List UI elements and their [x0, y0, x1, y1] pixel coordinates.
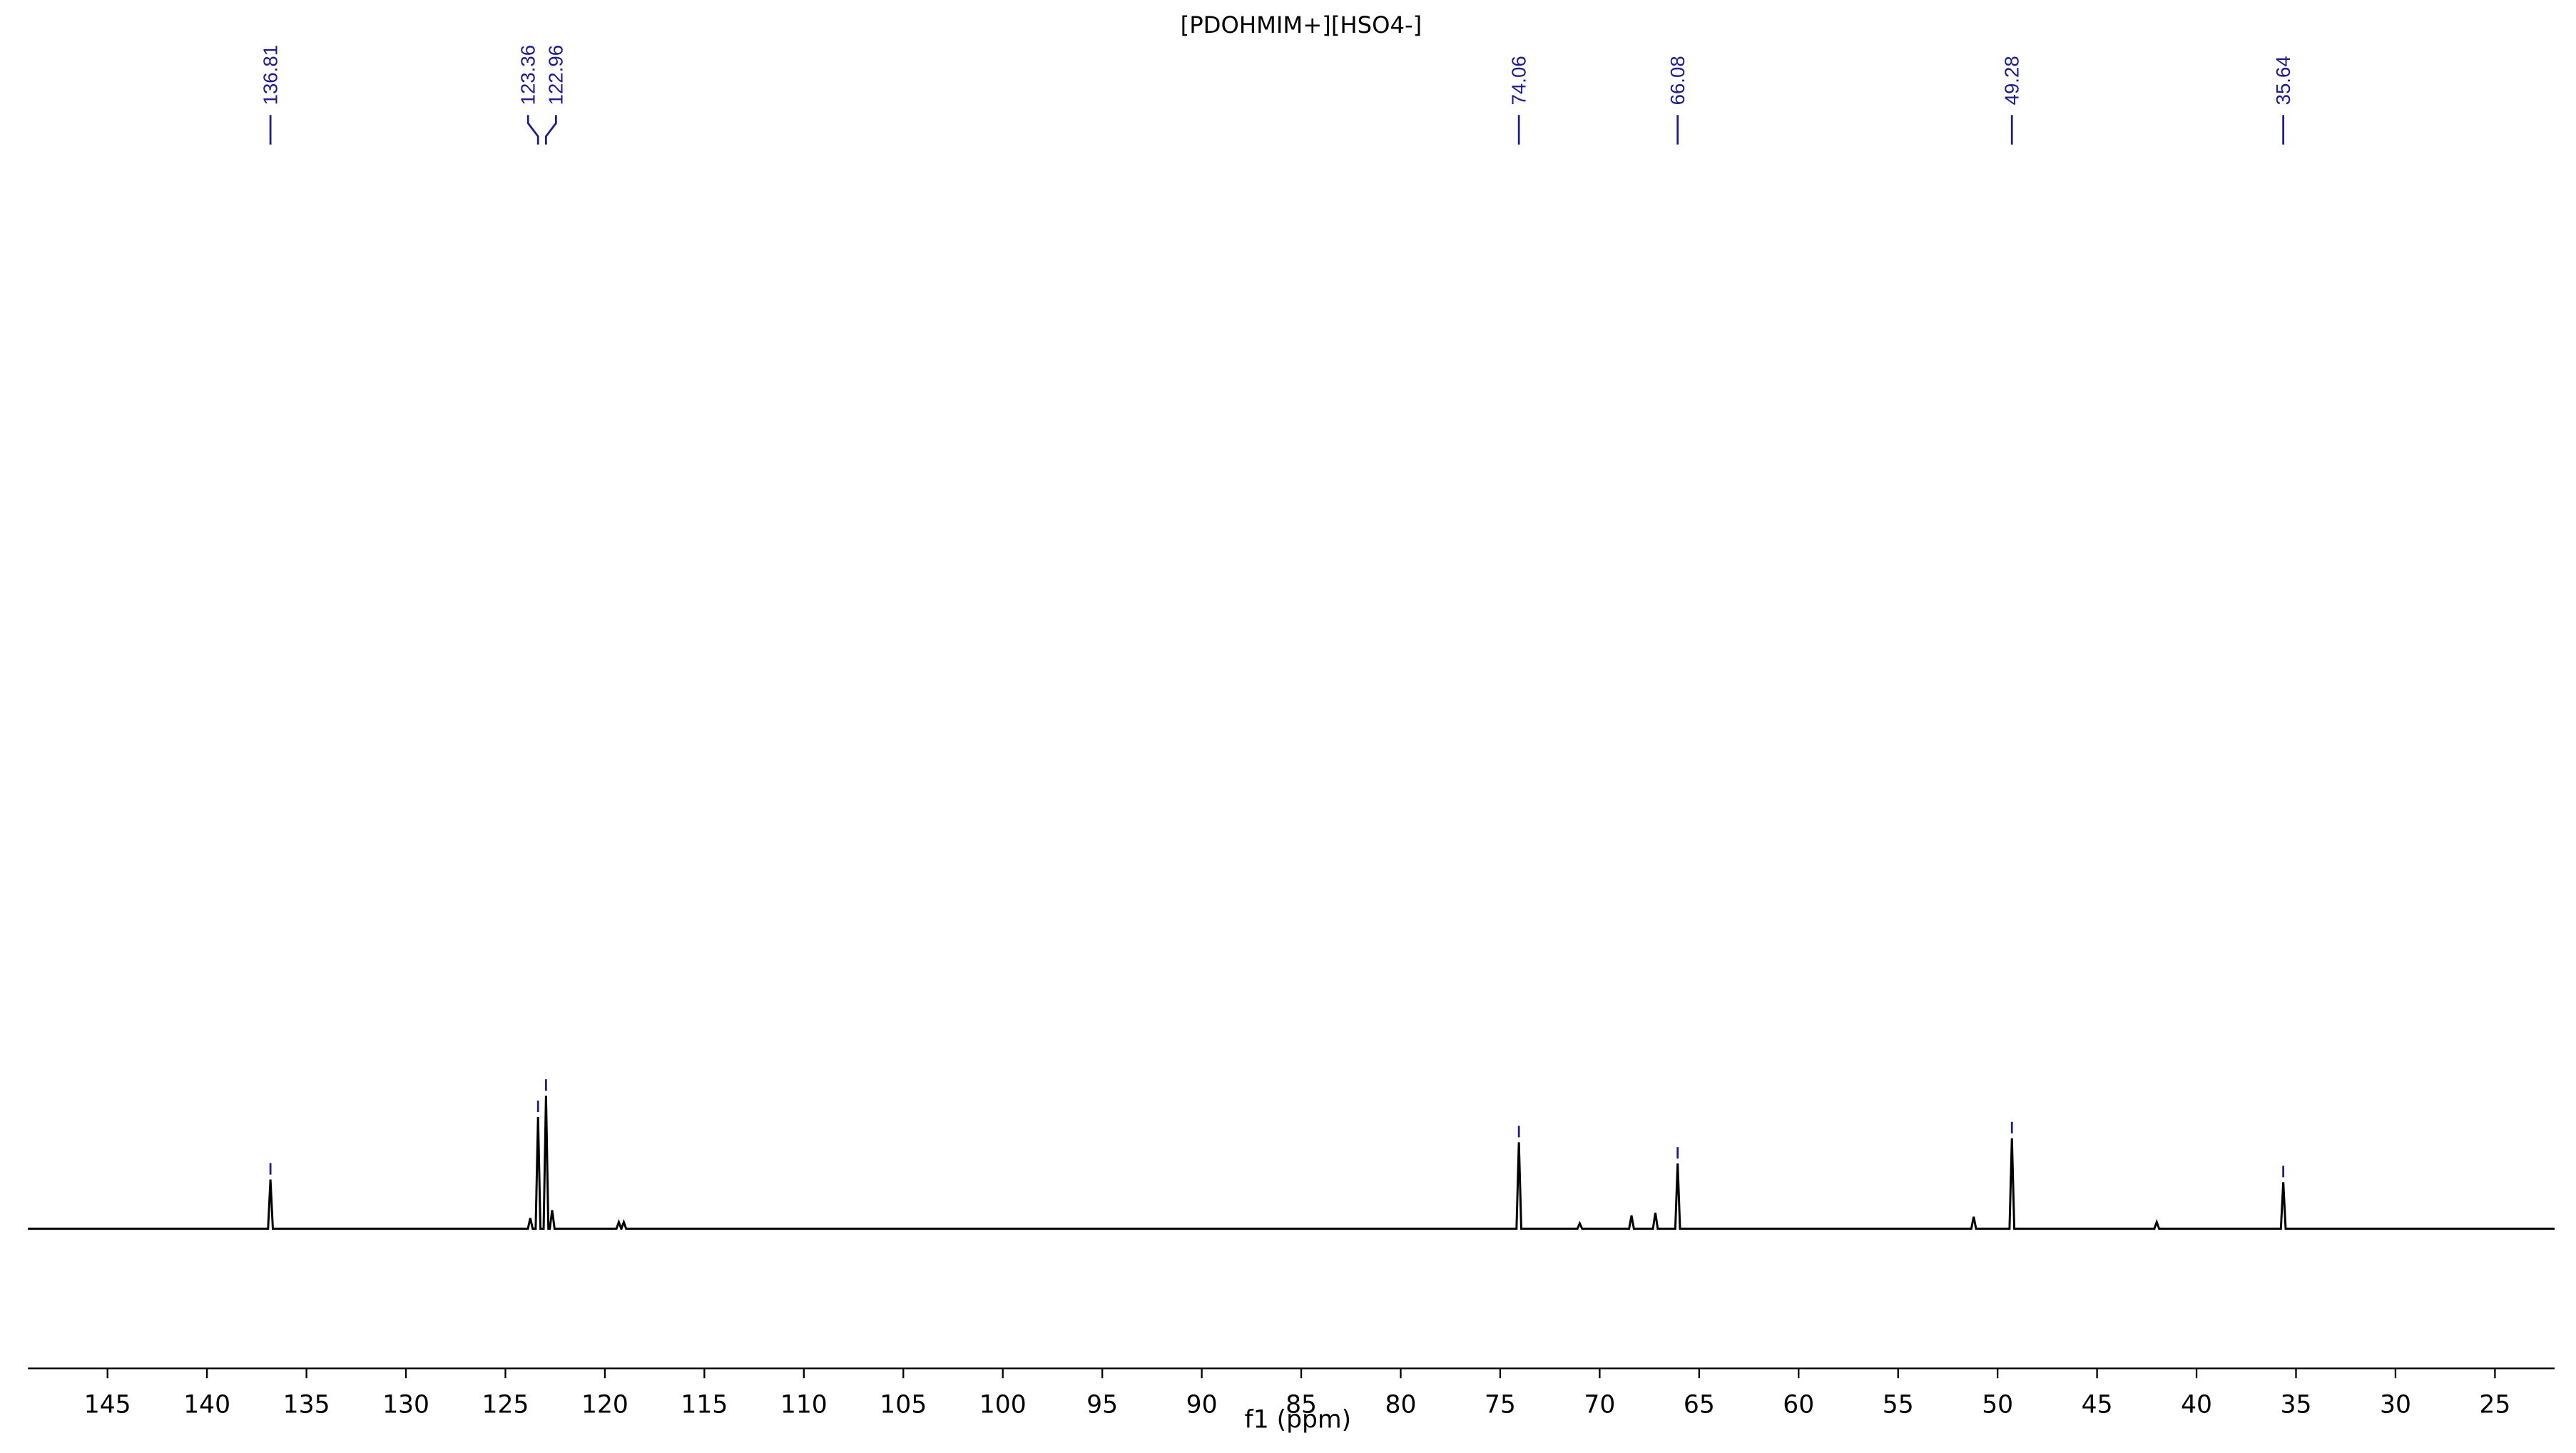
peak-label-connector	[526, 115, 539, 145]
x-tick-label: 35	[2281, 1391, 2312, 1419]
peak-label: 122.96	[545, 45, 567, 106]
x-tick-label: 45	[2082, 1391, 2113, 1419]
chart-title: [PDOHMIM+][HSO4-]	[1181, 11, 1422, 39]
x-axis-label: f1 (ppm)	[1245, 1405, 1352, 1434]
x-tick-label: 130	[382, 1391, 429, 1419]
peak-label: 66.08	[1666, 56, 1689, 105]
x-tick-label: 65	[1684, 1391, 1715, 1419]
peak-label: 74.06	[1507, 56, 1529, 105]
peak-label: 136.81	[259, 45, 281, 106]
x-tick-label: 95	[1086, 1391, 1118, 1419]
x-tick-label: 145	[84, 1391, 131, 1419]
x-tick-label: 135	[283, 1391, 330, 1419]
x-tick-label: 25	[2479, 1391, 2510, 1419]
x-tick-label: 75	[1485, 1391, 1516, 1419]
peak-label: 49.28	[2000, 56, 2022, 105]
x-tick-label: 115	[681, 1391, 728, 1419]
x-tick-label: 70	[1584, 1391, 1615, 1419]
x-tick-label: 85	[1286, 1391, 1317, 1419]
x-tick-label: 100	[979, 1391, 1027, 1419]
x-tick-label: 105	[880, 1391, 927, 1419]
peak-label: 35.64	[2272, 56, 2294, 105]
x-tick-label: 90	[1186, 1391, 1218, 1419]
x-tick-label: 60	[1783, 1391, 1814, 1419]
x-tick-label: 110	[780, 1391, 828, 1419]
peak-label: 123.36	[516, 45, 539, 106]
x-tick-label: 50	[1982, 1391, 2013, 1419]
x-tick-label: 55	[1883, 1391, 1914, 1419]
x-tick-label: 80	[1385, 1391, 1417, 1419]
peak-label-connector	[545, 115, 557, 145]
x-tick-label: 120	[581, 1391, 628, 1419]
x-tick-label: 40	[2181, 1391, 2212, 1419]
x-tick-label: 125	[482, 1391, 529, 1419]
x-tick-label: 140	[183, 1391, 230, 1419]
spectrum-line	[28, 1096, 2555, 1230]
x-tick-label: 30	[2380, 1391, 2411, 1419]
